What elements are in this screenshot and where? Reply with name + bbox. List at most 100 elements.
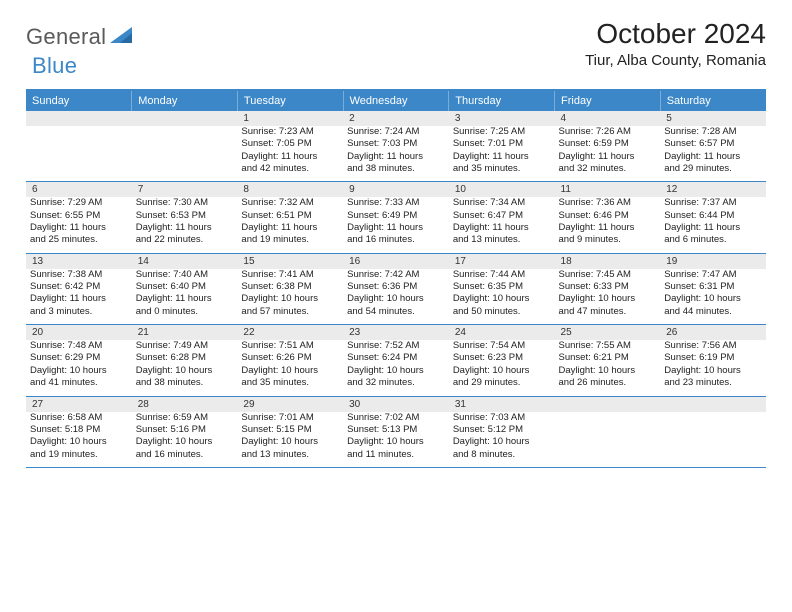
- day-cell: Sunrise: 7:41 AMSunset: 6:38 PMDaylight:…: [237, 269, 343, 325]
- day-cell: Sunrise: 6:58 AMSunset: 5:18 PMDaylight:…: [26, 412, 132, 468]
- daylight-text: and 22 minutes.: [136, 234, 234, 246]
- sunrise-text: Sunrise: 7:34 AM: [453, 197, 551, 209]
- daylight-text: Daylight: 10 hours: [347, 365, 445, 377]
- daynum-row: 20212223242526: [26, 325, 766, 341]
- day-cell: Sunrise: 7:36 AMSunset: 6:46 PMDaylight:…: [555, 197, 661, 253]
- sunset-text: Sunset: 7:05 PM: [241, 138, 339, 150]
- day-number: 3: [449, 111, 555, 126]
- day-cell: Sunrise: 7:38 AMSunset: 6:42 PMDaylight:…: [26, 269, 132, 325]
- day-header: Thursday: [449, 90, 555, 111]
- day-number: 15: [237, 253, 343, 269]
- day-cell: Sunrise: 7:23 AMSunset: 7:05 PMDaylight:…: [237, 126, 343, 182]
- sunset-text: Sunset: 6:38 PM: [241, 281, 339, 293]
- daylight-text: and 16 minutes.: [136, 449, 234, 461]
- daylight-text: Daylight: 10 hours: [453, 365, 551, 377]
- day-cell: [660, 412, 766, 468]
- sunrise-text: Sunrise: 7:30 AM: [136, 197, 234, 209]
- day-number: 23: [343, 325, 449, 341]
- daylight-text: Daylight: 10 hours: [241, 365, 339, 377]
- daylight-text: and 35 minutes.: [453, 163, 551, 175]
- day-number: 12: [660, 182, 766, 198]
- day-number: [555, 396, 661, 412]
- sunset-text: Sunset: 6:29 PM: [30, 352, 128, 364]
- day-number: 8: [237, 182, 343, 198]
- daylight-text: Daylight: 10 hours: [453, 293, 551, 305]
- daylight-text: Daylight: 11 hours: [136, 222, 234, 234]
- day-number: 21: [132, 325, 238, 341]
- sunrise-text: Sunrise: 7:41 AM: [241, 269, 339, 281]
- day-header: Wednesday: [343, 90, 449, 111]
- sunrise-text: Sunrise: 6:58 AM: [30, 412, 128, 424]
- sunset-text: Sunset: 5:18 PM: [30, 424, 128, 436]
- daylight-text: Daylight: 11 hours: [30, 293, 128, 305]
- daylight-text: and 9 minutes.: [559, 234, 657, 246]
- week-row: Sunrise: 7:38 AMSunset: 6:42 PMDaylight:…: [26, 269, 766, 325]
- daylight-text: and 25 minutes.: [30, 234, 128, 246]
- day-number: 27: [26, 396, 132, 412]
- day-cell: Sunrise: 7:29 AMSunset: 6:55 PMDaylight:…: [26, 197, 132, 253]
- daylight-text: Daylight: 10 hours: [241, 293, 339, 305]
- day-cell: Sunrise: 7:48 AMSunset: 6:29 PMDaylight:…: [26, 340, 132, 396]
- day-number: 22: [237, 325, 343, 341]
- sunrise-text: Sunrise: 7:25 AM: [453, 126, 551, 138]
- day-cell: Sunrise: 7:54 AMSunset: 6:23 PMDaylight:…: [449, 340, 555, 396]
- sunrise-text: Sunrise: 7:29 AM: [30, 197, 128, 209]
- day-header: Saturday: [660, 90, 766, 111]
- daylight-text: and 32 minutes.: [559, 163, 657, 175]
- sunrise-text: Sunrise: 7:37 AM: [664, 197, 762, 209]
- sunset-text: Sunset: 6:59 PM: [559, 138, 657, 150]
- day-number: 29: [237, 396, 343, 412]
- daynum-row: 12345: [26, 111, 766, 126]
- location: Tiur, Alba County, Romania: [585, 52, 766, 69]
- daylight-text: Daylight: 10 hours: [136, 436, 234, 448]
- day-cell: Sunrise: 7:30 AMSunset: 6:53 PMDaylight:…: [132, 197, 238, 253]
- logo: General: [26, 18, 134, 50]
- day-cell: Sunrise: 7:25 AMSunset: 7:01 PMDaylight:…: [449, 126, 555, 182]
- sunset-text: Sunset: 5:15 PM: [241, 424, 339, 436]
- day-cell: Sunrise: 7:45 AMSunset: 6:33 PMDaylight:…: [555, 269, 661, 325]
- sunrise-text: Sunrise: 7:26 AM: [559, 126, 657, 138]
- sunset-text: Sunset: 6:28 PM: [136, 352, 234, 364]
- sunset-text: Sunset: 6:36 PM: [347, 281, 445, 293]
- sunset-text: Sunset: 6:24 PM: [347, 352, 445, 364]
- daylight-text: and 54 minutes.: [347, 306, 445, 318]
- day-header: Monday: [132, 90, 238, 111]
- sunset-text: Sunset: 6:42 PM: [30, 281, 128, 293]
- daynum-row: 13141516171819: [26, 253, 766, 269]
- daylight-text: Daylight: 10 hours: [664, 365, 762, 377]
- sunset-text: Sunset: 6:44 PM: [664, 210, 762, 222]
- daylight-text: and 13 minutes.: [453, 234, 551, 246]
- logo-triangle-icon: [110, 27, 132, 48]
- daylight-text: and 26 minutes.: [559, 377, 657, 389]
- sunset-text: Sunset: 6:19 PM: [664, 352, 762, 364]
- sunrise-text: Sunrise: 7:33 AM: [347, 197, 445, 209]
- sunset-text: Sunset: 6:31 PM: [664, 281, 762, 293]
- daylight-text: Daylight: 11 hours: [136, 293, 234, 305]
- day-cell: Sunrise: 6:59 AMSunset: 5:16 PMDaylight:…: [132, 412, 238, 468]
- sunrise-text: Sunrise: 7:36 AM: [559, 197, 657, 209]
- day-number: 7: [132, 182, 238, 198]
- sunrise-text: Sunrise: 7:52 AM: [347, 340, 445, 352]
- sunset-text: Sunset: 7:01 PM: [453, 138, 551, 150]
- sunset-text: Sunset: 5:13 PM: [347, 424, 445, 436]
- day-cell: [555, 412, 661, 468]
- week-row: Sunrise: 7:29 AMSunset: 6:55 PMDaylight:…: [26, 197, 766, 253]
- day-cell: Sunrise: 7:02 AMSunset: 5:13 PMDaylight:…: [343, 412, 449, 468]
- sunrise-text: Sunrise: 7:54 AM: [453, 340, 551, 352]
- day-number: 26: [660, 325, 766, 341]
- sunrise-text: Sunrise: 7:47 AM: [664, 269, 762, 281]
- daylight-text: Daylight: 11 hours: [241, 222, 339, 234]
- calendar-body: 12345 Sunrise: 7:23 AMSunset: 7:05 PMDay…: [26, 111, 766, 467]
- daylight-text: Daylight: 11 hours: [453, 151, 551, 163]
- day-cell: [26, 126, 132, 182]
- day-number: 31: [449, 396, 555, 412]
- day-number: 2: [343, 111, 449, 126]
- day-number: 1: [237, 111, 343, 126]
- day-number: 14: [132, 253, 238, 269]
- sunrise-text: Sunrise: 7:48 AM: [30, 340, 128, 352]
- sunrise-text: Sunrise: 7:01 AM: [241, 412, 339, 424]
- sunset-text: Sunset: 6:26 PM: [241, 352, 339, 364]
- sunrise-text: Sunrise: 7:56 AM: [664, 340, 762, 352]
- sunrise-text: Sunrise: 7:40 AM: [136, 269, 234, 281]
- day-number: 16: [343, 253, 449, 269]
